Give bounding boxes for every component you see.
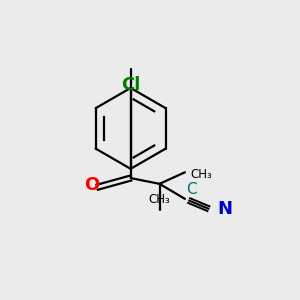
Text: CH₃: CH₃ <box>149 193 170 206</box>
Text: O: O <box>84 176 100 194</box>
Text: C: C <box>186 182 197 197</box>
Text: Cl: Cl <box>121 76 140 94</box>
Text: N: N <box>217 200 232 217</box>
Text: CH₃: CH₃ <box>190 168 212 181</box>
